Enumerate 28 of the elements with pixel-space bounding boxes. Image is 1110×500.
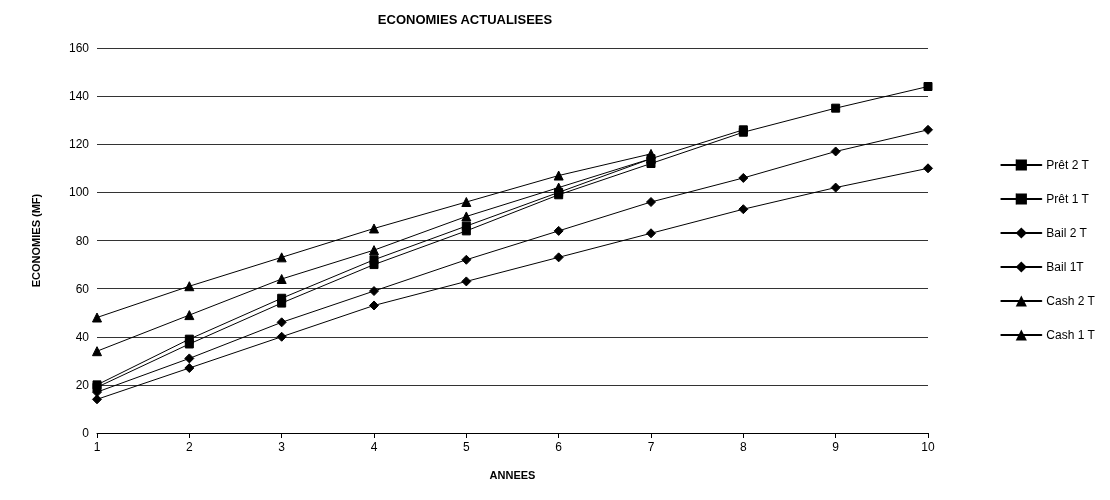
x-tick-label: 10 [921, 440, 935, 454]
y-tick-label: 80 [75, 233, 90, 248]
legend-label: Cash 1 T [1046, 328, 1096, 342]
legend-label: Bail 1T [1046, 260, 1085, 274]
y-tick-label: 100 [68, 185, 90, 200]
y-tick-label: 40 [75, 329, 90, 344]
legend-label: Prêt 2 T [1046, 158, 1090, 172]
y-tick-label: 20 [75, 377, 90, 392]
y-tick-label: 60 [75, 281, 90, 296]
y-axis-title: ECONOMIES (MF) [29, 193, 42, 288]
legend-label: Bail 2 T [1046, 226, 1088, 240]
x-tick-label: 7 [647, 440, 655, 454]
y-tick-label: 160 [68, 41, 90, 55]
chart-title: ECONOMIES ACTUALISEES [377, 12, 553, 27]
x-tick-label: 5 [462, 440, 470, 454]
x-tick-label: 6 [555, 440, 563, 454]
legend-label: Prêt 1 T [1046, 192, 1090, 206]
legend-label: Cash 2 T [1046, 294, 1096, 308]
x-tick-label: 2 [185, 440, 193, 454]
x-tick-label: 1 [93, 440, 101, 454]
x-tick-label: 8 [739, 440, 747, 454]
y-tick-label: 0 [82, 426, 90, 440]
x-tick-label: 9 [832, 440, 840, 454]
x-axis-title: ANNEES [489, 468, 536, 481]
x-tick-label: 3 [278, 440, 286, 454]
y-tick-label: 140 [68, 89, 90, 104]
x-tick-label: 4 [370, 440, 378, 454]
y-tick-label: 120 [68, 137, 90, 152]
